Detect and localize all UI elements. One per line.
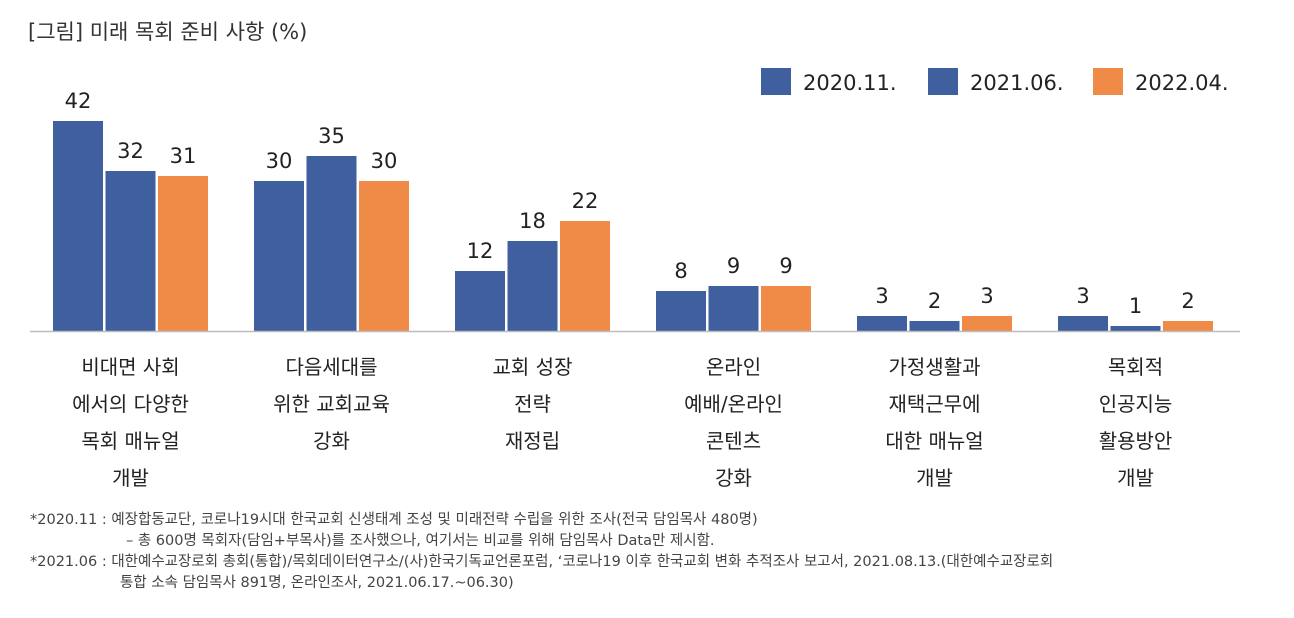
data-label-0-2: 31 [170,144,197,168]
data-label-1-2: 30 [371,149,398,173]
bar-0-2 [158,176,208,331]
data-label-0-0: 42 [65,89,92,113]
bar-0-1 [105,171,156,331]
category-label-0-1: 에서의 다양한 [72,392,189,416]
data-label-4-1: 2 [928,289,941,313]
bar-3-0 [656,291,706,331]
category-label-2-1: 전략 [514,392,551,416]
bar-2-1 [507,241,558,331]
category-label-5-0: 목회적 [1108,355,1163,379]
data-label-4-0: 3 [875,284,888,308]
data-label-1-0: 30 [266,149,293,173]
data-label-0-1: 32 [117,139,144,163]
data-label-5-2: 2 [1181,289,1194,313]
data-label-3-2: 9 [779,254,792,278]
category-label-4-0: 가정생활과 [889,355,981,379]
data-label-2-0: 12 [467,239,494,263]
category-label-5-1: 인공지능 [1099,392,1173,416]
category-label-0-0: 비대면 사회 [81,355,179,379]
footnote-4: 통합 소속 담임목사 891명, 온라인조사, 2021.06.17.~06.3… [120,575,514,591]
category-label-2-0: 교회 성장 [493,355,573,379]
category-label-4-2: 대한 매뉴얼 [885,429,983,453]
data-label-3-0: 8 [674,259,687,283]
category-label-0-3: 개발 [112,466,149,490]
data-label-2-1: 18 [519,209,546,233]
category-label-5-2: 활용방안 [1099,429,1173,453]
footnote-3: *2021.06 : 대한예수교장로회 총회(통합)/목회데이터연구소/(사)한… [30,554,1054,570]
category-label-4-3: 개발 [916,466,953,490]
data-label-3-1: 9 [727,254,740,278]
footnote-2: – 총 600명 목회자(담임+부목사)를 조사했으나, 여기서는 비교를 위해… [126,533,715,549]
footnotes: *2020.11 : 예장합동교단, 코로나19시대 한국교회 신생태계 조성 … [30,510,1053,594]
bar-0-0 [53,121,103,331]
bar-1-1 [306,156,357,331]
bar-5-2 [1163,321,1213,331]
bar-4-0 [857,316,907,331]
category-label-1-1: 위한 교회교육 [273,392,390,416]
category-label-0-2: 목회 매뉴얼 [81,429,179,453]
data-label-5-0: 3 [1076,284,1089,308]
legend-label-2: 2022.04. [1135,71,1229,95]
chart-title: [그림] 미래 목회 준비 사항 (%) [28,20,308,44]
category-label-4-1: 재택근무에 [889,392,981,416]
bar-2-0 [455,271,505,331]
legend-label-0: 2020.11. [803,71,897,95]
bar-3-2 [761,286,811,331]
legend-swatch-0 [761,68,791,95]
bar-5-0 [1058,316,1108,331]
category-label-2-2: 재정립 [505,429,560,453]
category-label-3-1: 예배/온라인 [684,392,783,416]
bar-1-0 [254,181,304,331]
bar-5-1 [1110,326,1161,331]
category-label-1-2: 강화 [313,429,350,453]
bar-1-2 [359,181,409,331]
footnote-1: *2020.11 : 예장합동교단, 코로나19시대 한국교회 신생태계 조성 … [30,512,758,528]
data-label-1-1: 35 [318,124,345,148]
bar-3-1 [708,286,759,331]
category-label-3-3: 강화 [715,466,752,490]
bar-4-1 [909,321,960,331]
category-label-3-0: 온라인 [706,355,761,379]
bar-2-2 [560,221,610,331]
bar-4-2 [962,316,1012,331]
data-label-2-2: 22 [572,189,599,213]
legend-swatch-2 [1093,68,1123,95]
data-label-4-2: 3 [980,284,993,308]
legend-label-1: 2021.06. [970,71,1064,95]
category-label-5-3: 개발 [1117,466,1154,490]
data-label-5-1: 1 [1129,294,1142,318]
category-label-3-2: 콘텐츠 [706,429,761,453]
category-label-1-0: 다음세대를 [286,355,378,379]
legend-swatch-1 [928,68,958,95]
